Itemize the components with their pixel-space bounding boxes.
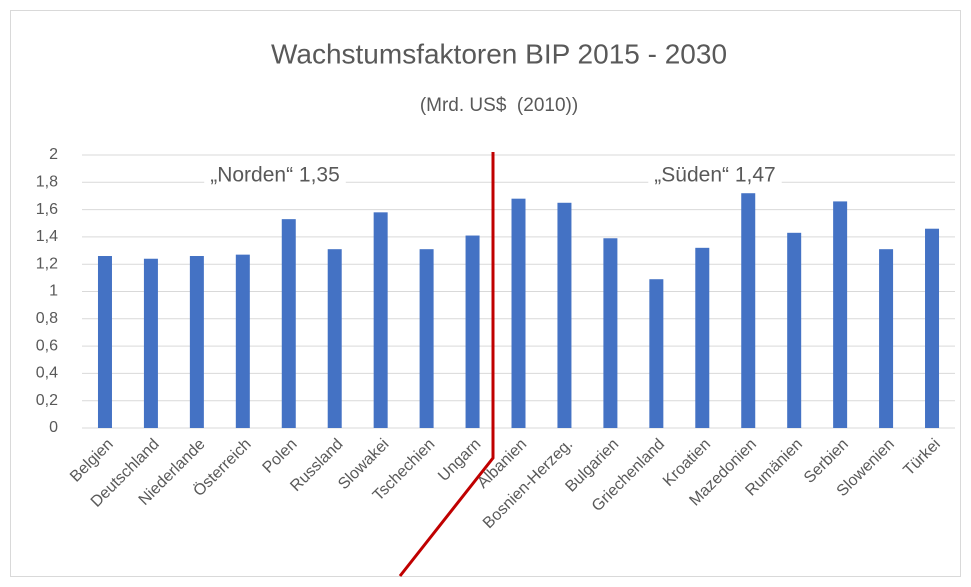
bar xyxy=(235,254,250,428)
bar xyxy=(281,219,296,428)
y-tick-label: 0,4 xyxy=(36,365,58,382)
annotation: „Norden“ 1,35 xyxy=(210,164,340,187)
bar xyxy=(419,249,434,428)
bar xyxy=(189,256,204,428)
bar xyxy=(925,228,940,428)
divider-line xyxy=(398,152,495,577)
y-tick-label: 0,8 xyxy=(36,310,58,327)
annotation: „Süden“ 1,47 xyxy=(654,164,775,187)
y-tick-label: 0,2 xyxy=(36,392,58,409)
y-tick-label: 1,8 xyxy=(36,174,58,191)
bar xyxy=(603,238,618,428)
y-tick-label: 1,2 xyxy=(36,255,58,272)
y-tick-label: 0 xyxy=(49,419,58,436)
y-tick-label: 2 xyxy=(49,146,58,163)
bar xyxy=(557,202,572,428)
bar xyxy=(327,249,342,428)
bar xyxy=(741,193,756,428)
bar xyxy=(97,256,112,428)
bar xyxy=(879,249,894,428)
bars xyxy=(97,193,940,428)
bar xyxy=(787,232,802,428)
bar xyxy=(833,201,848,428)
y-tick-label: 0,6 xyxy=(36,337,58,354)
bar xyxy=(373,212,388,428)
bar xyxy=(695,247,710,428)
y-tick-label: 1 xyxy=(49,283,58,300)
y-tick-label: 1,4 xyxy=(36,228,58,245)
chart-border xyxy=(10,10,961,577)
annotation-background xyxy=(648,161,782,189)
annotations: „Norden“ 1,35 „Süden“ 1,47 xyxy=(204,161,782,189)
chart-title: Wachstumsfaktoren BIP 2015 - 2030 xyxy=(271,38,727,69)
y-tick-label: 1,6 xyxy=(36,201,58,218)
bar xyxy=(511,198,526,428)
annotation-background xyxy=(204,161,346,189)
bar xyxy=(465,235,480,428)
bar xyxy=(649,279,664,428)
bar xyxy=(143,258,158,428)
chart-subtitle: (Mrd. US$ (2010)) xyxy=(420,95,578,116)
